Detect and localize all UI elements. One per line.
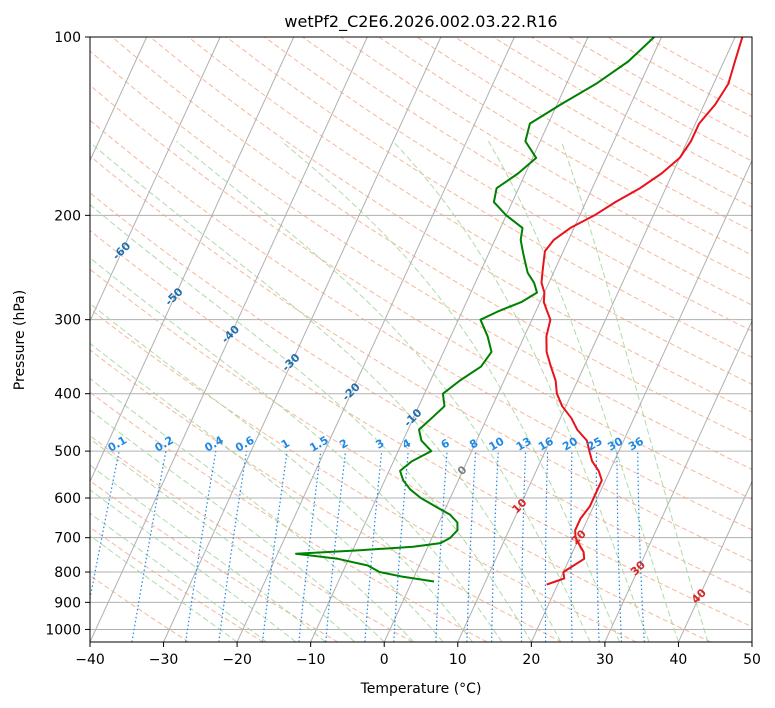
- dry-adiabat-line: [90, 50, 752, 470]
- moist-adiabat-line: [90, 342, 444, 642]
- dry-adiabat-line: [90, 574, 189, 642]
- isotherm-line: [310, 37, 589, 642]
- dewpoint-line: [295, 37, 655, 583]
- y-tick-label: 200: [54, 208, 81, 224]
- isotherm-line: [90, 37, 148, 162]
- isotherm-line: [677, 480, 752, 642]
- isotherm-line: [90, 37, 295, 483]
- x-axis-label: Temperature (°C): [360, 681, 482, 697]
- moist-adiabat-line: [90, 377, 414, 642]
- x-tick-label: 50: [743, 652, 761, 668]
- isotherm-line: [604, 319, 752, 642]
- mixing-ratio-line: [325, 451, 347, 642]
- dry-adiabat-line: [90, 349, 562, 642]
- x-tick-label: −10: [296, 652, 326, 668]
- isotherm-line: [163, 37, 442, 642]
- moist-adiabat-line: [487, 141, 679, 642]
- x-axis-ticks: −40 −30 −20 −10 0 10 20 30 40 50: [75, 642, 761, 668]
- y-tick-label: 800: [54, 565, 81, 581]
- isotherm-line: [457, 37, 736, 642]
- chart-title: wetPf2_C2E6.2026.002.03.22.R16: [284, 12, 557, 32]
- series-lines: [295, 37, 744, 586]
- dry-adiabat-line: [111, 37, 752, 441]
- moist-adiabat-line: [90, 141, 562, 642]
- x-tick-label: 40: [670, 652, 688, 668]
- moist-adiabat-line: [90, 204, 532, 642]
- x-tick-label: 20: [522, 652, 540, 668]
- moist-adiabat-line: [392, 140, 650, 642]
- dry-adiabat-line: [302, 37, 752, 306]
- y-tick-label: 900: [54, 595, 81, 611]
- y-tick-label: 600: [54, 491, 81, 507]
- x-tick-label: 0: [380, 652, 389, 668]
- y-tick-label: 700: [54, 531, 81, 547]
- y-axis-ticks: 100 200 300 400 500 600 700 800 900 1000: [45, 30, 90, 638]
- dry-adiabat-line: [90, 435, 413, 642]
- background-lines: [90, 37, 752, 642]
- isotherm-line: [383, 37, 662, 642]
- moist-adiabat-line: [90, 257, 503, 642]
- x-tick-label: −40: [75, 652, 105, 668]
- dry-adiabat-line: [90, 229, 752, 628]
- moist-adiabat-line: [90, 302, 473, 642]
- x-tick-label: −30: [149, 652, 179, 668]
- moist-adiabat-line: [90, 512, 267, 642]
- isotherm-line: [90, 37, 221, 323]
- mixing-ratio-line: [261, 451, 288, 642]
- y-tick-label: 400: [54, 387, 81, 403]
- moist-adiabat-line: [90, 489, 297, 642]
- dry-adiabat-line: [90, 119, 752, 531]
- moist-adiabat-line: [90, 438, 356, 642]
- moist-adiabat-line: [281, 140, 621, 642]
- x-tick-label: 10: [449, 652, 467, 668]
- dry-adiabat-line: [264, 37, 752, 332]
- y-tick-label: 500: [54, 444, 81, 460]
- y-tick-label: 1000: [45, 622, 81, 638]
- y-tick-label: 100: [54, 30, 81, 46]
- isotherm-line: [90, 37, 368, 642]
- moist-adiabat-line: [90, 409, 385, 642]
- mixing-ratio-line: [364, 451, 383, 642]
- isotherm-line: [236, 37, 515, 642]
- temperature-line: [540, 37, 744, 586]
- y-tick-label: 300: [54, 313, 81, 329]
- x-tick-label: −20: [222, 652, 252, 668]
- moist-adiabat-line: [176, 140, 591, 642]
- dry-adiabat-line: [90, 480, 339, 642]
- dry-adiabat-line: [149, 37, 752, 413]
- dry-adiabat-line: [90, 391, 488, 642]
- x-tick-label: 30: [596, 652, 614, 668]
- plot-frame: [89, 36, 753, 643]
- mixing-ratio-line: [298, 451, 322, 642]
- mixing-ratio-line: [185, 451, 217, 642]
- y-axis-label: Pressure (hPa): [12, 290, 28, 390]
- mixing-ratio-line: [218, 451, 248, 642]
- dry-adiabat-line: [90, 268, 712, 642]
- moist-adiabat-line: [90, 464, 326, 642]
